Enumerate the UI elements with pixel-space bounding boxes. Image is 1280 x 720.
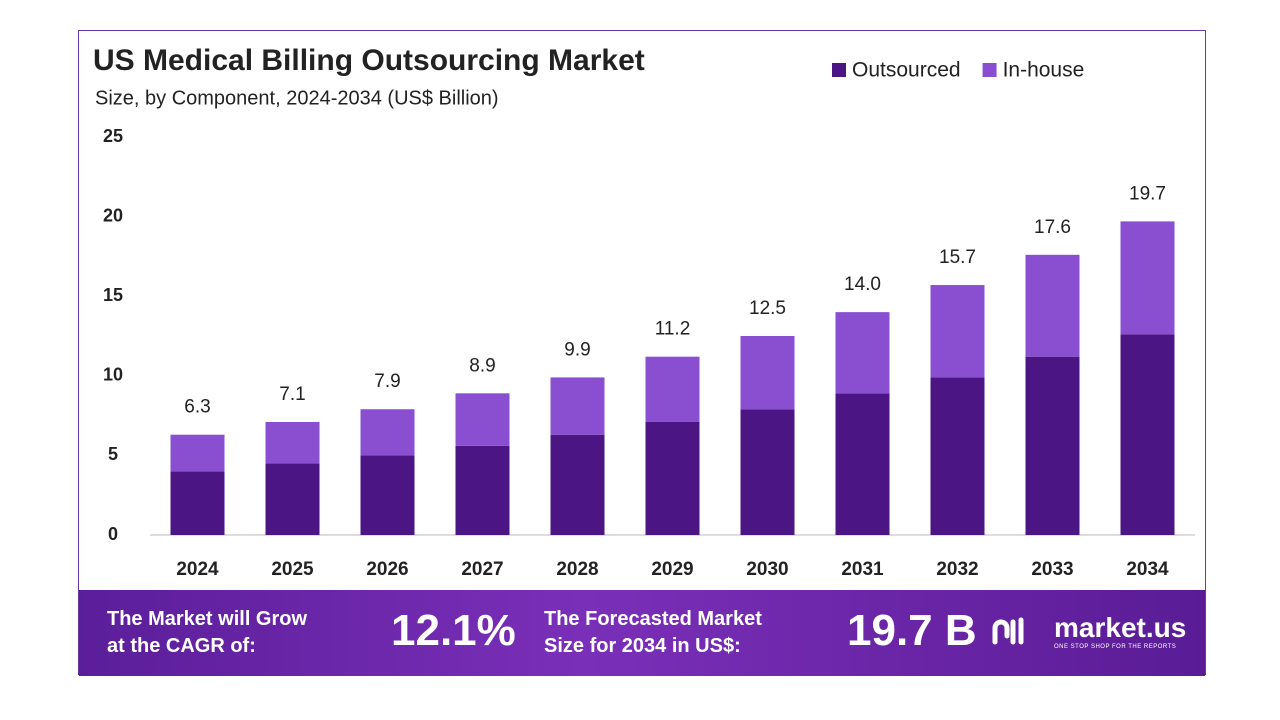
bar-segment bbox=[265, 421, 320, 464]
bar-segment bbox=[740, 336, 795, 410]
forecast-value: 19.7 B bbox=[847, 606, 977, 655]
total-label: 17.6 bbox=[1034, 217, 1071, 238]
x-tick-label: 2029 bbox=[651, 559, 693, 580]
bar-segment bbox=[550, 434, 605, 535]
cagr-text: The Market will Grow at the CAGR of: bbox=[107, 606, 307, 660]
bar-segment bbox=[1025, 356, 1080, 535]
bar-segment bbox=[170, 434, 225, 472]
bar-segment bbox=[740, 409, 795, 535]
bar-segment bbox=[360, 455, 415, 535]
text-line: Size for 2034 in US$: bbox=[544, 635, 741, 657]
total-label: 6.3 bbox=[184, 397, 210, 418]
bar-segment bbox=[930, 377, 985, 535]
total-label: 7.9 bbox=[374, 371, 400, 392]
text-line: The Forecasted Market bbox=[544, 608, 762, 630]
x-tick-label: 2028 bbox=[556, 559, 598, 580]
total-label: 8.9 bbox=[469, 355, 495, 376]
y-tick-label: 25 bbox=[103, 126, 123, 146]
y-tick-label: 15 bbox=[103, 285, 123, 305]
chart: US Medical Billing Outsourcing Market Si… bbox=[93, 44, 1195, 580]
legend-swatch bbox=[982, 63, 997, 77]
logo-icon bbox=[992, 617, 1024, 645]
x-tick-label: 2030 bbox=[746, 559, 788, 580]
banner: The Market will Grow at the CAGR of: 12.… bbox=[79, 590, 1205, 676]
total-label: 14.0 bbox=[844, 274, 881, 295]
bar-segment bbox=[1120, 334, 1175, 535]
total-label: 7.1 bbox=[279, 384, 305, 405]
text-line: at the CAGR of: bbox=[107, 635, 256, 657]
text-line: The Market will Grow bbox=[107, 608, 308, 630]
legend-swatch bbox=[832, 63, 846, 77]
brand: market.us bbox=[1054, 612, 1187, 643]
total-label: 15.7 bbox=[939, 247, 976, 268]
total-label: 9.9 bbox=[564, 339, 590, 360]
total-label: 12.5 bbox=[749, 298, 786, 319]
forecast-text: The Forecasted Market Size for 2034 in U… bbox=[544, 606, 762, 660]
bar-segment bbox=[265, 463, 320, 535]
y-tick-label: 5 bbox=[108, 444, 118, 464]
total-label: 11.2 bbox=[655, 319, 691, 340]
bar-segment bbox=[170, 471, 225, 535]
bar-segment bbox=[645, 421, 700, 535]
y-tick-label: 10 bbox=[103, 365, 123, 385]
x-tick-label: 2024 bbox=[176, 559, 219, 580]
bar-segment bbox=[645, 356, 700, 422]
chart-title: US Medical Billing Outsourcing Market bbox=[93, 44, 645, 77]
x-tick-label: 2026 bbox=[366, 559, 408, 580]
legend-label: In-house bbox=[1003, 59, 1085, 82]
bar-segment bbox=[455, 445, 510, 535]
bar-segment bbox=[1120, 221, 1175, 335]
x-tick-label: 2034 bbox=[1126, 559, 1169, 580]
chart-subtitle: Size, by Component, 2024-2034 (US$ Billi… bbox=[95, 87, 499, 109]
bar-segment bbox=[930, 285, 985, 378]
x-tick-label: 2031 bbox=[841, 559, 884, 580]
bar-segment bbox=[835, 312, 890, 394]
bar-segment bbox=[360, 409, 415, 456]
bar-segment bbox=[455, 393, 510, 446]
x-tick-label: 2032 bbox=[936, 559, 978, 580]
x-tick-label: 2027 bbox=[461, 559, 503, 580]
bar-segment bbox=[550, 377, 605, 435]
y-tick-label: 0 bbox=[108, 524, 118, 544]
x-tick-label: 2033 bbox=[1031, 559, 1073, 580]
cagr-value: 12.1% bbox=[391, 606, 516, 655]
bar-segment bbox=[835, 393, 890, 535]
legend-label: Outsourced bbox=[852, 59, 961, 82]
bar-segment bbox=[1025, 254, 1080, 357]
tagline: ONE STOP SHOP FOR THE REPORTS bbox=[1054, 644, 1177, 650]
x-tick-label: 2025 bbox=[271, 559, 314, 580]
total-label: 19.7 bbox=[1129, 183, 1166, 204]
y-tick-label: 20 bbox=[103, 205, 123, 225]
